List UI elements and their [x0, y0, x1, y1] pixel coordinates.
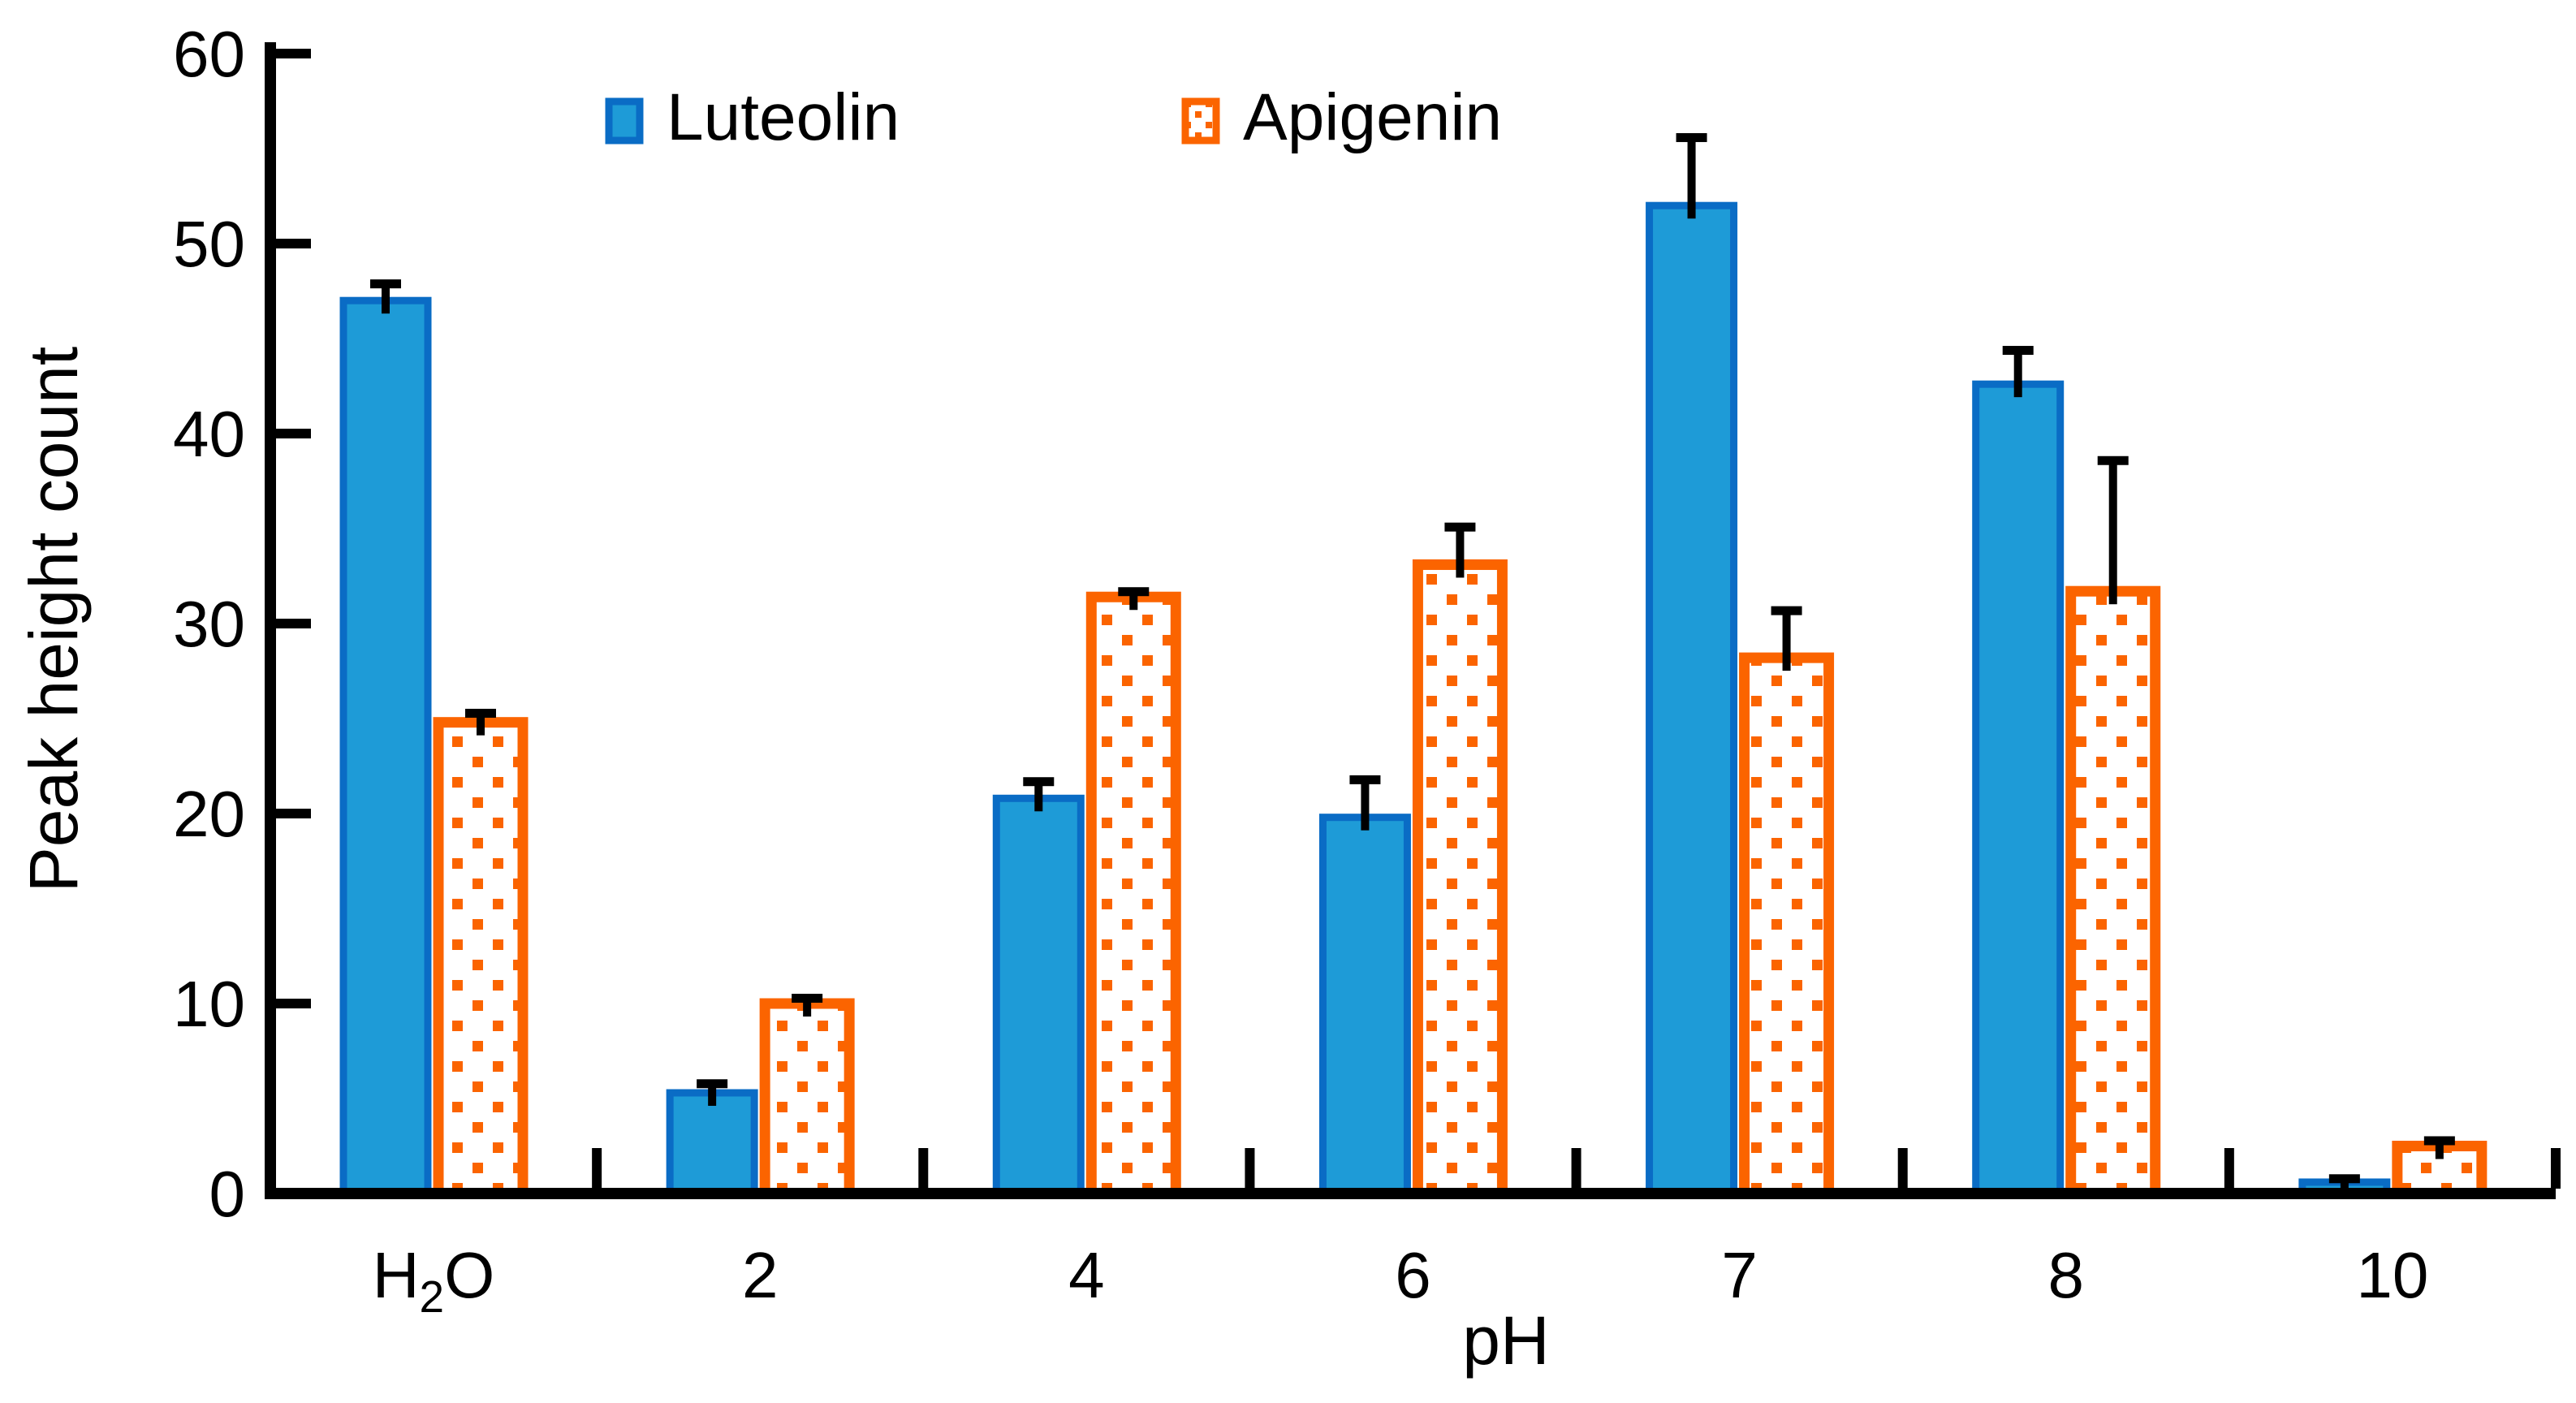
- legend-label-apigenin: Apigenin: [1243, 80, 1503, 154]
- error-cap: [2328, 1174, 2360, 1184]
- error-bar-apigenin-2: [792, 993, 823, 1017]
- error-bar-luteolin-10: [2328, 1174, 2360, 1195]
- x-axis-line: [265, 1188, 2556, 1199]
- x-tick-label-h2o: H2O: [373, 1239, 495, 1322]
- bar-luteolin-h2o: [339, 296, 432, 1198]
- x-tick-4: [1571, 1148, 1581, 1189]
- error-bar-luteolin-2: [697, 1079, 728, 1106]
- y-tick-60: [270, 49, 311, 58]
- bar-apigenin-h2o: [433, 717, 529, 1199]
- bars-layer: [339, 201, 2488, 1199]
- bar-luteolin-7: [1646, 201, 1738, 1198]
- error-whisker: [2108, 460, 2117, 605]
- y-tick-50: [270, 239, 311, 248]
- bar-apigenin-6: [1412, 559, 1508, 1199]
- bar-apigenin-8: [2065, 585, 2161, 1199]
- luteolin-swatch-icon: [605, 97, 644, 145]
- error-cap: [1023, 777, 1055, 787]
- error-whisker: [477, 712, 485, 736]
- error-bar-apigenin-h2o: [465, 708, 496, 736]
- error-whisker: [2340, 1178, 2349, 1195]
- error-whisker: [803, 997, 812, 1017]
- legend-item-luteolin: Luteolin: [605, 84, 900, 154]
- error-bar-luteolin-8: [2002, 346, 2034, 398]
- error-bar-apigenin-8: [2097, 455, 2129, 605]
- x-tick-7: [2551, 1148, 2561, 1189]
- error-cap: [370, 279, 401, 289]
- error-cap: [1771, 606, 1802, 615]
- bar-apigenin-4: [1085, 591, 1181, 1199]
- error-cap: [1118, 587, 1150, 597]
- error-whisker: [382, 283, 390, 314]
- bar-luteolin-2: [666, 1089, 758, 1198]
- x-tick-label-7: 7: [1721, 1239, 1758, 1311]
- error-whisker: [2435, 1140, 2444, 1159]
- error-cap: [1676, 132, 1707, 142]
- y-axis-title: Peak height count: [15, 347, 92, 893]
- y-tick-20: [270, 809, 311, 818]
- error-cap: [465, 708, 496, 718]
- x-tick-1: [592, 1148, 602, 1189]
- y-tick-label-30: 30: [173, 588, 245, 660]
- bar-luteolin-4: [992, 794, 1085, 1198]
- x-tick-2: [918, 1148, 929, 1189]
- error-bar-luteolin-4: [1023, 777, 1055, 812]
- bar-apigenin-2: [759, 998, 855, 1199]
- error-whisker: [1456, 526, 1465, 578]
- error-bars-layer: [370, 132, 2455, 1195]
- error-whisker: [2013, 350, 2022, 398]
- error-bar-apigenin-4: [1118, 587, 1150, 611]
- error-bar-luteolin-h2o: [370, 279, 401, 314]
- y-tick-label-10: 10: [173, 968, 245, 1040]
- error-whisker: [708, 1083, 717, 1106]
- x-tick-label-6: 6: [1395, 1239, 1431, 1311]
- error-bar-apigenin-10: [2423, 1136, 2455, 1159]
- error-cap: [2097, 455, 2129, 465]
- x-tick-label-4: 4: [1068, 1239, 1105, 1311]
- error-cap: [1349, 775, 1381, 784]
- error-whisker: [1687, 136, 1696, 219]
- error-cap: [2002, 346, 2034, 356]
- error-bar-luteolin-6: [1349, 775, 1381, 831]
- error-bar-luteolin-7: [1676, 132, 1707, 219]
- error-bar-apigenin-7: [1771, 606, 1802, 671]
- x-tick-label-8: 8: [2048, 1239, 2085, 1311]
- y-tick-label-60: 60: [173, 18, 245, 90]
- y-tick-30: [270, 619, 311, 628]
- error-whisker: [1361, 779, 1370, 831]
- error-whisker: [1034, 781, 1043, 812]
- y-tick-label-40: 40: [173, 398, 245, 470]
- bar-luteolin-8: [1972, 380, 2065, 1198]
- legend-item-apigenin: Apigenin: [1181, 84, 1502, 154]
- x-axis-title: pH: [1462, 1302, 1549, 1379]
- error-whisker: [1782, 610, 1791, 671]
- bar-apigenin-7: [1739, 652, 1835, 1199]
- error-whisker: [1129, 591, 1138, 611]
- error-cap: [2423, 1136, 2455, 1146]
- error-bar-apigenin-6: [1444, 522, 1476, 578]
- error-cap: [792, 993, 823, 1003]
- legend-label-luteolin: Luteolin: [667, 80, 900, 154]
- y-tick-label-50: 50: [173, 208, 245, 280]
- x-tick-label-2: 2: [742, 1239, 779, 1311]
- y-tick-40: [270, 429, 311, 438]
- x-tick-3: [1245, 1148, 1255, 1189]
- y-tick-10: [270, 999, 311, 1008]
- x-tick-label-10: 10: [2356, 1239, 2428, 1311]
- error-cap: [1444, 522, 1476, 532]
- x-tick-5: [1897, 1148, 1908, 1189]
- bar-luteolin-6: [1318, 814, 1411, 1198]
- y-tick-label-0: 0: [209, 1158, 246, 1230]
- x-tick-6: [2224, 1148, 2234, 1189]
- y-tick-label-20: 20: [173, 778, 245, 850]
- axes-layer: [265, 42, 2561, 1199]
- error-cap: [697, 1079, 728, 1089]
- apigenin-swatch-icon: [1181, 97, 1220, 145]
- axis-labels-layer: Peak height count pH 0 10 20 30 40 50 60 H2O 2 4 6…: [15, 18, 2428, 1379]
